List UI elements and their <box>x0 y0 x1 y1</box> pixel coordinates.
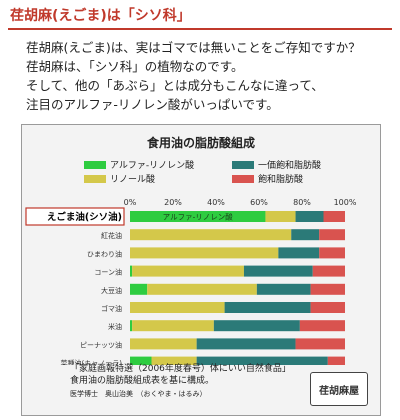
bar-segment <box>130 229 292 241</box>
category-label: ピーナッツ油 <box>80 340 122 349</box>
legend-label: 飽和脂肪酸 <box>258 175 304 185</box>
legend-swatch <box>232 174 254 183</box>
legend-label: リノール酸 <box>110 175 156 185</box>
intro-line: 荏胡麻(えごま)は、実はゴマでは無いことをご存知ですか？ <box>26 40 361 55</box>
bar-segment <box>132 320 214 332</box>
brand-logo-text: 荏胡麻屋 <box>319 385 359 397</box>
legend-item: リノール酸 <box>84 172 155 185</box>
intro-line: そして、他の「あぶら」とは成分もこんなに違って、 <box>26 78 324 93</box>
stacked-bar-chart: 0% 20% 40% 60% 80% 100% えごま油(シソ油) 紅花油ひまわり油コーン油大… <box>25 198 357 365</box>
bar-segment <box>312 265 345 277</box>
legend-item: アルファ-リノレン酸 <box>84 158 194 171</box>
bar-segment <box>243 265 313 277</box>
bar-segment <box>196 356 328 365</box>
intro-line: 注目のアルファ-リノレン酸がいっぱいです。 <box>26 97 279 112</box>
category-label: 菜種油(キャノーラ) <box>61 359 123 365</box>
bar-segment <box>130 247 279 259</box>
bar-segment <box>130 320 133 332</box>
category-label: 紅花油 <box>101 231 122 240</box>
bar-segment <box>299 320 345 332</box>
bar-segment <box>132 265 244 277</box>
intro-line: 荏胡麻は、「シソ科」の植物なのです。 <box>26 59 244 74</box>
chart-legend: アルファ-リノレン酸 リノール酸 一価飽和脂肪酸 飽和脂肪酸 <box>22 125 380 185</box>
chart-panel: 食用油の脂肪酸組成 アルファ-リノレン酸 リノール酸 一価飽和脂肪酸 飽和脂肪酸… <box>21 124 381 416</box>
category-label: 米油 <box>108 322 122 331</box>
bar-segment <box>130 338 197 350</box>
chart-caption: 「家庭画報特選（2006年度春号）体にいい自然食品」 食用油の脂肪酸組成表を基に… <box>70 363 330 400</box>
bar-segment <box>147 283 257 295</box>
bar-segment <box>130 211 266 222</box>
x-tick-label: 80% <box>293 198 311 207</box>
bar-segment <box>213 320 300 332</box>
bar-data-label: アルファ-リノレン酸 <box>163 212 234 222</box>
bar-segment <box>224 302 311 313</box>
bar-segment <box>310 302 345 313</box>
legend-swatch <box>84 160 106 169</box>
bar-segment <box>151 356 197 365</box>
category-label: えごま油(シソ油) <box>47 211 122 223</box>
x-tick-label: 40% <box>207 198 225 207</box>
bar-segment <box>295 338 345 350</box>
legend-label: アルファ-リノレン酸 <box>110 161 195 171</box>
bar-segment <box>295 211 324 222</box>
bar-segment <box>310 283 345 295</box>
bar-segment <box>130 302 225 313</box>
caption-source: 「家庭画報特選（2006年度春号）体にいい自然食品」 <box>70 364 291 374</box>
bar-segment <box>327 356 345 365</box>
legend-item: 一価飽和脂肪酸 <box>232 158 321 171</box>
legend-swatch <box>84 174 106 183</box>
bar-segment <box>196 338 296 350</box>
bar-segment <box>323 211 345 222</box>
bar-segment <box>130 283 148 295</box>
x-tick-label: 60% <box>250 198 268 207</box>
legend-item: 飽和脂肪酸 <box>232 172 303 185</box>
legend-swatch <box>232 160 254 169</box>
x-tick-label: 100% <box>334 198 357 207</box>
bar-segment <box>319 247 345 259</box>
chart-title: 食用油の脂肪酸組成 <box>146 136 255 150</box>
category-label: ゴマ油 <box>101 304 122 313</box>
category-label: コーン油 <box>94 268 122 277</box>
x-tick-label: 20% <box>164 198 182 207</box>
page-header: 荏胡麻(えごま)は「シソ科」 <box>8 4 392 30</box>
legend-label: 一価飽和脂肪酸 <box>258 161 322 171</box>
category-label: ひまわり油 <box>87 249 122 258</box>
bar-segment <box>319 229 345 241</box>
brand-logo-stamp: 荏胡麻屋 <box>310 372 368 406</box>
page-title: 荏胡麻(えごま)は「シソ科」 <box>10 8 191 24</box>
bar-segment <box>265 211 296 222</box>
caption-note: 食用油の脂肪酸組成表を基に構成。 <box>70 376 215 386</box>
bar-segment <box>256 283 311 295</box>
bar-segment <box>278 247 320 259</box>
bar-segment <box>130 356 152 365</box>
category-label: 大豆油 <box>101 286 122 295</box>
bar-segment <box>291 229 320 241</box>
caption-credit: 医学博士 奥山治美 （おくやま・はるみ） <box>70 390 207 398</box>
x-tick-label: 0% <box>124 198 137 207</box>
bar-segment <box>130 265 133 277</box>
intro-text: 荏胡麻(えごま)は、実はゴマでは無いことをご存知ですか？ 荏胡麻は、「シソ科」の… <box>26 38 396 114</box>
highlight-frame <box>25 207 125 226</box>
